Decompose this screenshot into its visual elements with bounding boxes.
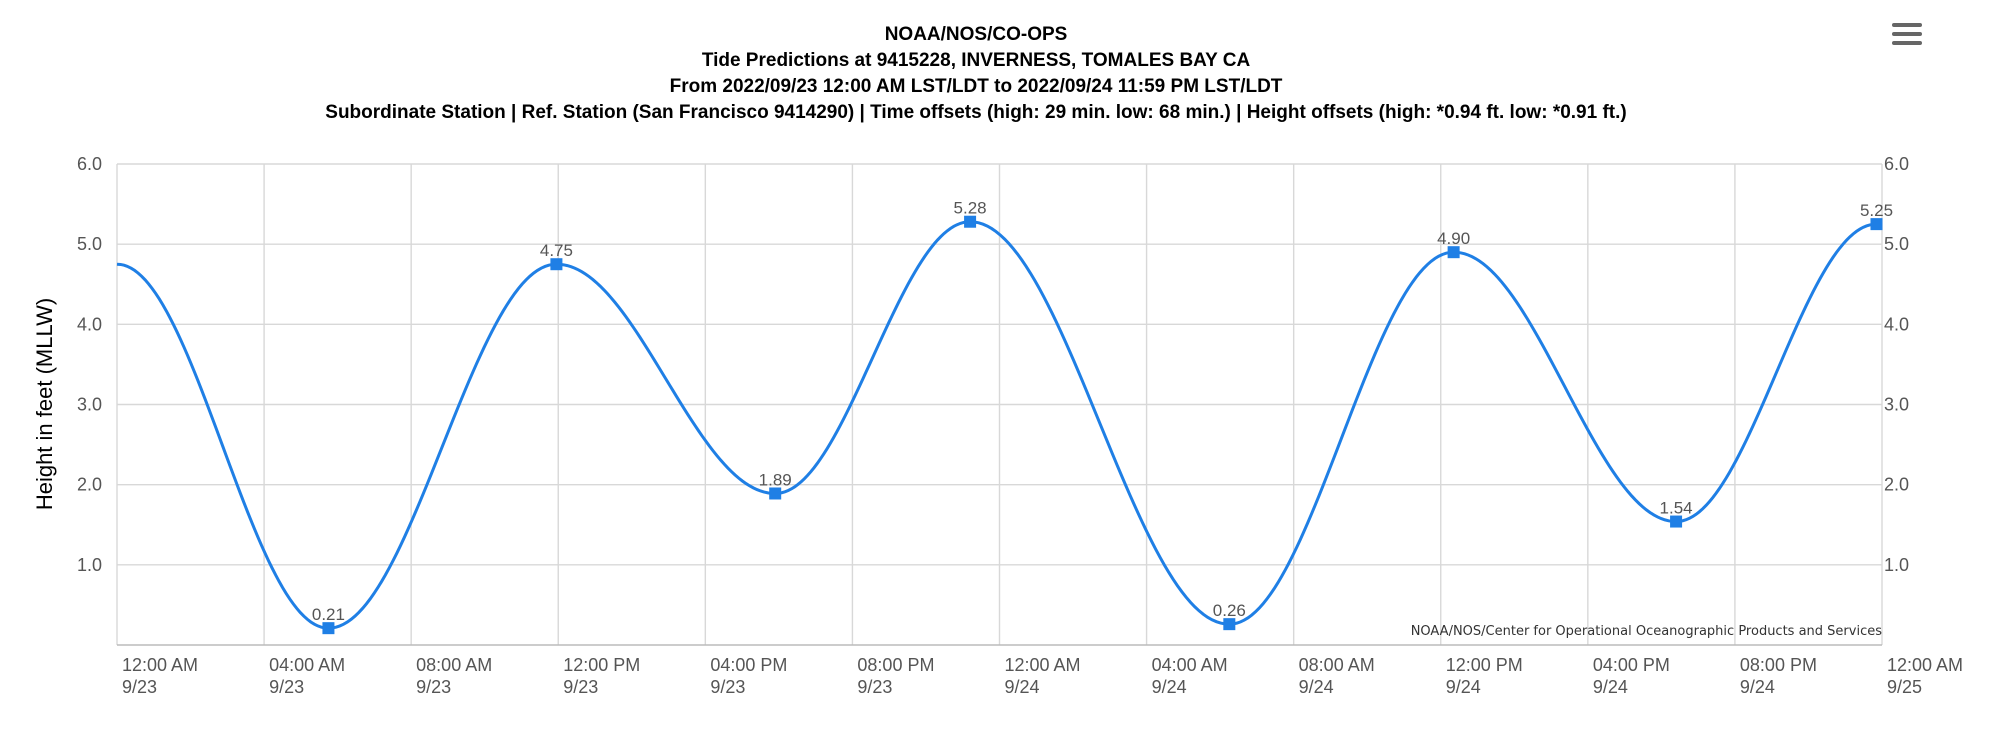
tide-marker xyxy=(1223,618,1236,631)
x-tick-time-label: 08:00 PM xyxy=(857,655,934,675)
x-tick-time-label: 08:00 AM xyxy=(1299,655,1375,675)
x-tick-time-label: 08:00 AM xyxy=(416,655,492,675)
tide-data-label: 4.75 xyxy=(540,241,573,260)
y-axis-right-ticks: 6.0 5.0 4.0 3.0 2.0 1.0 xyxy=(1884,154,1909,575)
tide-marker xyxy=(1670,515,1683,528)
title-line-3: From 2022/09/23 12:00 AM LST/LDT to 2022… xyxy=(670,76,1283,97)
x-tick-time-label: 12:00 AM xyxy=(122,655,198,675)
x-tick-date-label: 9/24 xyxy=(1152,677,1187,697)
tide-marker xyxy=(769,487,782,500)
y-tick-right-label: 6.0 xyxy=(1884,154,1909,174)
tide-data-label: 4.90 xyxy=(1437,229,1470,248)
x-tick-date-label: 9/23 xyxy=(857,677,892,697)
x-tick-time-label: 04:00 AM xyxy=(1152,655,1228,675)
tide-data-label: 5.25 xyxy=(1860,201,1893,220)
y-tick-left-label: 1.0 xyxy=(77,555,102,575)
tide-data-label: 0.21 xyxy=(312,605,345,624)
title-line-1: NOAA/NOS/CO-OPS xyxy=(885,24,1068,45)
x-tick-date-label: 9/24 xyxy=(1446,677,1481,697)
tide-data-label: 1.89 xyxy=(759,470,792,489)
x-tick-date-label: 9/23 xyxy=(416,677,451,697)
y-tick-right-label: 5.0 xyxy=(1884,234,1909,254)
tide-data-labels: 0.21 4.75 1.89 5.28 0.26 4.90 1.54 5.25 xyxy=(312,199,1893,624)
y-tick-left-label: 3.0 xyxy=(77,395,102,415)
y-tick-right-label: 4.0 xyxy=(1884,314,1909,334)
x-tick-date-label: 9/24 xyxy=(1593,677,1628,697)
tide-marker xyxy=(1870,218,1883,231)
credit-text: NOAA/NOS/Center for Operational Oceanogr… xyxy=(1411,624,1883,639)
tide-data-label: 1.54 xyxy=(1660,499,1693,518)
x-tick-date-label: 9/23 xyxy=(269,677,304,697)
hamburger-menu-icon[interactable] xyxy=(1892,23,1922,45)
x-tick-date-label: 9/23 xyxy=(122,677,157,697)
x-tick-time-label: 12:00 AM xyxy=(1005,655,1081,675)
x-tick-time-label: 04:00 PM xyxy=(1593,655,1670,675)
y-tick-left-label: 5.0 xyxy=(77,234,102,254)
x-tick-date-label: 9/25 xyxy=(1887,677,1922,697)
chart-title: NOAA/NOS/CO-OPS Tide Predictions at 9415… xyxy=(325,24,1626,123)
tide-data-label: 0.26 xyxy=(1213,601,1246,620)
tide-markers xyxy=(322,215,1883,635)
tide-data-label: 5.28 xyxy=(954,199,987,218)
x-tick-date-label: 9/23 xyxy=(710,677,745,697)
y-tick-left-label: 4.0 xyxy=(77,314,102,334)
y-tick-right-label: 3.0 xyxy=(1884,395,1909,415)
x-tick-time-label: 12:00 AM xyxy=(1887,655,1963,675)
y-tick-right-label: 2.0 xyxy=(1884,475,1909,495)
tide-marker xyxy=(1447,246,1460,259)
y-axis-left-ticks: 6.0 5.0 4.0 3.0 2.0 1.0 xyxy=(77,154,102,575)
x-tick-date-label: 9/24 xyxy=(1740,677,1775,697)
tide-marker xyxy=(964,215,977,228)
grid-lines xyxy=(116,163,1883,646)
title-line-2: Tide Predictions at 9415228, INVERNESS, … xyxy=(702,50,1251,71)
tide-marker xyxy=(322,622,335,635)
x-tick-date-label: 9/24 xyxy=(1299,677,1334,697)
x-tick-time-label: 08:00 PM xyxy=(1740,655,1817,675)
x-tick-time-label: 04:00 PM xyxy=(710,655,787,675)
x-tick-date-label: 9/23 xyxy=(563,677,598,697)
y-tick-left-label: 6.0 xyxy=(77,154,102,174)
x-tick-time-label: 12:00 PM xyxy=(563,655,640,675)
tide-marker xyxy=(550,258,563,271)
title-line-4: Subordinate Station | Ref. Station (San … xyxy=(325,102,1626,123)
y-axis-label: Height in feet (MLLW) xyxy=(32,298,57,510)
x-tick-time-label: 04:00 AM xyxy=(269,655,345,675)
x-tick-date-label: 9/24 xyxy=(1005,677,1040,697)
y-tick-left-label: 2.0 xyxy=(77,475,102,495)
y-tick-right-label: 1.0 xyxy=(1884,555,1909,575)
x-tick-time-label: 12:00 PM xyxy=(1446,655,1523,675)
